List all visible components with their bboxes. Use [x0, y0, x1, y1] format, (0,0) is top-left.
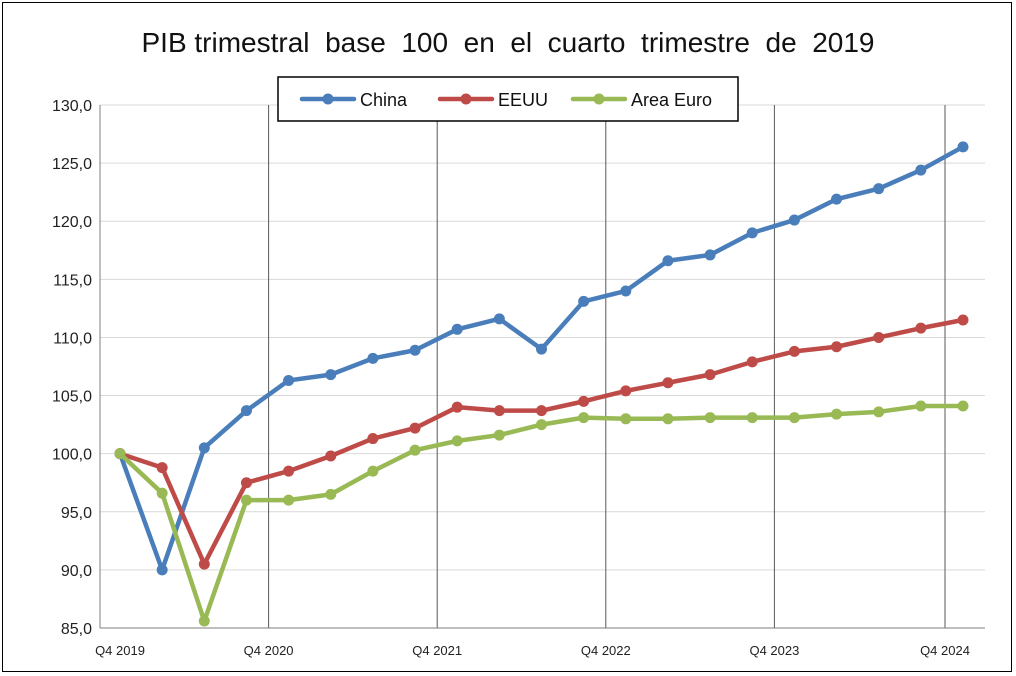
data-point-area-euro: [198, 615, 210, 627]
data-point-area-euro: [704, 412, 716, 424]
x-axis-tick-labels: Q4 2019 Q4 2020 Q4 2021 Q4 2022 Q4 2023 Q4 20…: [95, 643, 970, 658]
chart-title: PIB trimestral base 100 en el cuarto tri…: [141, 27, 874, 58]
legend: China EEUU Area Euro: [277, 76, 739, 122]
x-tick-label: Q4 2021: [412, 643, 462, 658]
y-tick-label: 95,0: [61, 505, 92, 522]
y-tick-label: 105,0: [52, 389, 92, 406]
data-point-area-euro: [831, 408, 843, 420]
legend-entry-eeuu: EEUU: [437, 90, 548, 110]
data-point-area-euro: [156, 487, 168, 499]
data-point-area-euro: [746, 412, 758, 424]
x-tick-label: Q4 2020: [244, 643, 294, 658]
data-point-china: [283, 374, 295, 386]
data-point-eeuu: [957, 314, 969, 326]
data-point-eeuu: [325, 450, 337, 462]
legend-entry-china: China: [299, 90, 408, 110]
data-point-china: [536, 343, 547, 355]
data-point-area-euro: [283, 494, 295, 506]
x-tick-label: Q4 2024: [920, 643, 970, 658]
data-point-area-euro: [957, 400, 969, 412]
y-tick-label: 125,0: [52, 156, 92, 173]
legend-entry-area-euro: Area Euro: [570, 90, 712, 110]
data-point-eeuu: [746, 356, 758, 368]
y-tick-label: 120,0: [52, 214, 92, 231]
data-point-china: [156, 564, 168, 576]
data-point-area-euro: [620, 413, 632, 425]
data-point-eeuu: [578, 395, 590, 407]
data-point-china: [325, 369, 337, 381]
y-tick-label: 115,0: [53, 272, 92, 289]
data-point-eeuu: [156, 462, 168, 474]
data-point-china: [620, 285, 632, 297]
x-tick-label: Q4 2023: [749, 643, 799, 658]
data-point-china: [957, 141, 969, 153]
legend-label-area-euro: Area Euro: [631, 90, 712, 110]
data-point-eeuu: [704, 369, 716, 381]
data-point-china: [746, 227, 758, 239]
data-point-china: [788, 214, 800, 226]
data-point-eeuu: [493, 405, 505, 417]
data-point-eeuu: [873, 331, 885, 343]
data-point-area-euro: [493, 429, 505, 441]
series-area-euro: [114, 400, 969, 627]
x-tick-label: Q4 2019: [95, 643, 145, 658]
data-point-area-euro: [915, 400, 927, 412]
data-point-eeuu: [240, 477, 252, 489]
y-tick-label: 85,0: [61, 621, 92, 638]
data-point-china: [831, 193, 843, 205]
x-tick-label: Q4 2022: [581, 643, 631, 658]
data-point-china: [704, 249, 716, 261]
data-point-china: [451, 323, 463, 335]
y-axis-tick-labels: 85,0 90,0 95,0 100,0 105,0 110,0 115,0 120,0 125…: [52, 98, 92, 638]
legend-marker-area-euro: [593, 93, 605, 105]
y-tick-label: 90,0: [61, 563, 92, 580]
data-point-china: [915, 164, 927, 176]
data-point-china: [198, 442, 210, 454]
axes: [99, 105, 985, 629]
y-tick-label: 130,0: [52, 98, 92, 115]
data-point-area-euro: [367, 465, 379, 477]
data-point-area-euro: [451, 435, 463, 447]
legend-marker-eeuu: [460, 93, 472, 105]
data-point-eeuu: [915, 322, 927, 334]
series-line-eeuu: [117, 317, 966, 567]
data-point-eeuu: [662, 377, 674, 389]
grid-lines: [100, 104, 985, 628]
data-point-area-euro: [240, 494, 252, 506]
data-point-area-euro: [325, 488, 337, 500]
data-point-area-euro: [114, 448, 126, 460]
data-point-eeuu: [831, 341, 843, 353]
data-point-china: [662, 255, 674, 267]
data-point-eeuu: [409, 422, 421, 434]
series-line-area-euro: [117, 403, 966, 624]
data-point-eeuu: [788, 345, 800, 357]
data-point-area-euro: [788, 412, 800, 424]
legend-label-china: China: [360, 90, 408, 110]
y-tick-label: 100,0: [52, 447, 92, 464]
data-point-area-euro: [662, 413, 674, 425]
data-series: [114, 141, 969, 627]
data-point-china: [873, 183, 885, 195]
series-eeuu: [114, 314, 969, 570]
data-point-china: [493, 313, 505, 325]
data-point-eeuu: [451, 401, 463, 413]
data-point-china: [367, 352, 379, 364]
data-point-area-euro: [873, 406, 885, 418]
data-point-eeuu: [198, 558, 210, 570]
data-point-area-euro: [409, 444, 421, 456]
data-point-eeuu: [283, 465, 295, 477]
data-point-eeuu: [620, 385, 632, 397]
data-point-area-euro: [536, 419, 547, 431]
legend-marker-china: [322, 93, 334, 105]
data-point-eeuu: [536, 405, 547, 417]
data-point-china: [409, 344, 421, 356]
data-point-area-euro: [578, 412, 590, 424]
data-point-china: [578, 295, 590, 307]
y-tick-label: 110,0: [53, 330, 92, 347]
legend-label-eeuu: EEUU: [498, 90, 548, 110]
data-point-china: [240, 405, 252, 417]
data-point-eeuu: [367, 433, 379, 445]
